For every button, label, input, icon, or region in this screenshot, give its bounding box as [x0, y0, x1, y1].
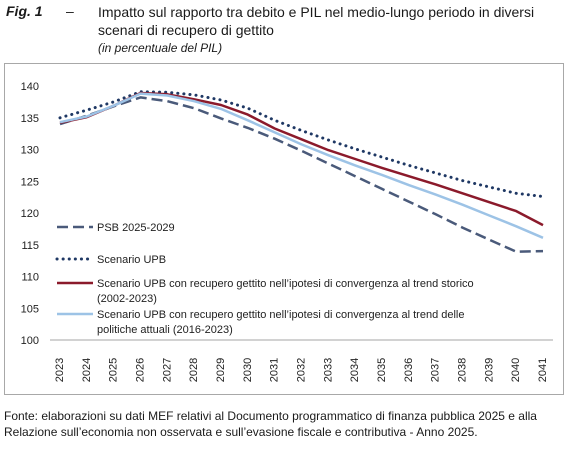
- y-tick-label-6: 130: [21, 145, 39, 157]
- y-tick-label-7: 135: [21, 113, 39, 125]
- x-tick-label-2024: 2024: [81, 358, 93, 382]
- x-tick-label-2023: 2023: [54, 358, 66, 382]
- x-tick-label-2035: 2035: [376, 358, 388, 382]
- source-note: Fonte: elaborazioni su dati MEF relativi…: [4, 409, 537, 439]
- x-tick-label-2037: 2037: [430, 358, 442, 382]
- series-line-1: [58, 90, 545, 198]
- legend-label-3-line-2: politiche attuali (2016-2023): [97, 324, 233, 336]
- figure-subtitle: (in percentuale del PIL): [98, 41, 223, 55]
- series-line-2: [59, 91, 544, 227]
- y-tick-label-3: 115: [21, 240, 39, 252]
- x-tick-label-2030: 2030: [242, 358, 254, 382]
- y-tick-label-5: 125: [21, 176, 39, 188]
- x-tick-label-2041: 2041: [537, 358, 549, 382]
- y-tick-label-1: 105: [21, 303, 39, 315]
- legend-label-1: Scenario UPB: [97, 254, 166, 266]
- x-tick-label-2029: 2029: [215, 358, 227, 382]
- x-tick-label-2032: 2032: [296, 358, 308, 382]
- x-tick-label-2028: 2028: [188, 358, 200, 382]
- x-tick-label-2026: 2026: [135, 358, 147, 382]
- legend-label-2: Scenario UPB con recupero gettito nell’i…: [97, 278, 474, 290]
- x-tick-label-2025: 2025: [108, 358, 120, 382]
- y-tick-label-0: 100: [21, 335, 39, 347]
- series-line-0: [59, 96, 544, 253]
- legend-label-3: Scenario UPB con recupero gettito nell’i…: [97, 309, 465, 321]
- series-line-3: [59, 92, 544, 239]
- x-tick-label-2031: 2031: [269, 358, 281, 382]
- legend-label-2-line-2: (2002-2023): [97, 293, 157, 305]
- figure-dash: –: [66, 3, 74, 19]
- chart-frame: 100 105 110 115 120 125 130 135 140 2023 2024 2025 2…: [4, 63, 564, 395]
- x-tick-label-2027: 2027: [161, 358, 173, 382]
- x-tick-label-2039: 2039: [483, 358, 495, 382]
- x-tick-label-2033: 2033: [322, 358, 334, 382]
- figure-label: Fig. 1: [6, 3, 43, 19]
- x-tick-label-2036: 2036: [403, 358, 415, 382]
- y-tick-label-2: 110: [21, 272, 39, 284]
- x-tick-label-2040: 2040: [510, 358, 522, 382]
- legend-label-0: PSB 2025-2029: [97, 222, 175, 234]
- line-chart: 100 105 110 115 120 125 130 135 140 2023 2024 2025 2…: [21, 81, 553, 382]
- figure-title: Impatto sul rapporto tra debito e PIL ne…: [98, 4, 535, 38]
- x-tick-label-2038: 2038: [457, 358, 469, 382]
- y-tick-label-8: 140: [21, 81, 39, 93]
- y-tick-label-4: 120: [21, 208, 39, 220]
- x-tick-label-2034: 2034: [349, 358, 361, 382]
